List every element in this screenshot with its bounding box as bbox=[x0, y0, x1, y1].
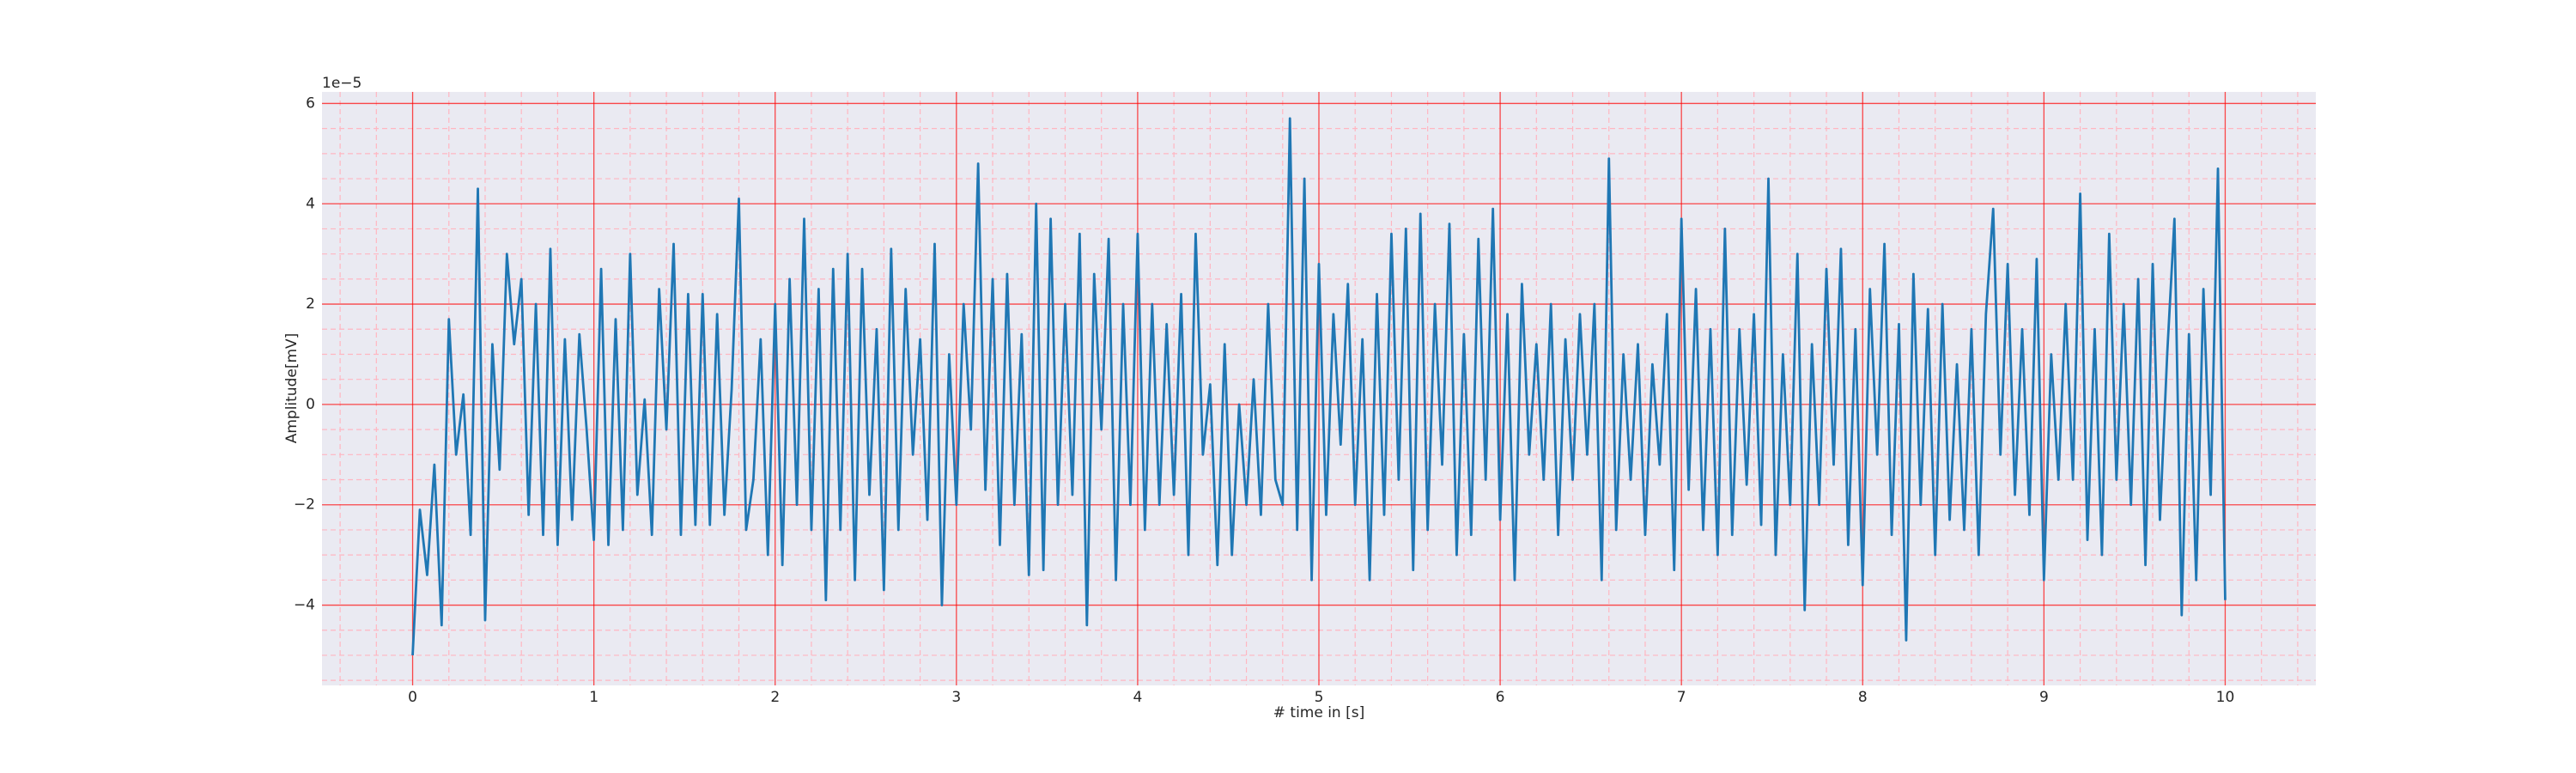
x-tick-label: 8 bbox=[1858, 689, 1868, 706]
x-tick-label: 5 bbox=[1315, 689, 1324, 706]
x-tick-label: 6 bbox=[1496, 689, 1505, 706]
y-offset-label: 1e−5 bbox=[322, 75, 361, 92]
y-tick-label: 0 bbox=[306, 396, 315, 413]
grid bbox=[322, 92, 2316, 685]
x-axis-label: # time in [s] bbox=[1273, 704, 1364, 721]
y-tick-label: 6 bbox=[306, 94, 315, 112]
y-tick-label: −2 bbox=[294, 496, 315, 514]
y-tick-label: 2 bbox=[306, 295, 315, 313]
y-axis-label: Amplitude[mV] bbox=[283, 333, 301, 444]
tick-labels: 0 1 2 3 4 5 6 7 8 9 10 −4 −2 0 2 4 6 bbox=[294, 94, 2234, 706]
x-tick-label: 4 bbox=[1133, 689, 1142, 706]
signal-line bbox=[411, 117, 2227, 656]
x-tick-label: 0 bbox=[408, 689, 417, 706]
x-tick-label: 10 bbox=[2216, 689, 2235, 706]
x-tick-label: 3 bbox=[951, 689, 961, 706]
plot-lines bbox=[411, 117, 2227, 656]
y-tick-label: −4 bbox=[294, 597, 315, 614]
x-tick-label: 7 bbox=[1677, 689, 1686, 706]
x-tick-label: 9 bbox=[2039, 689, 2049, 706]
x-tick-label: 2 bbox=[770, 689, 780, 706]
x-tick-label: 1 bbox=[589, 689, 598, 706]
y-tick-label: 4 bbox=[306, 195, 315, 212]
